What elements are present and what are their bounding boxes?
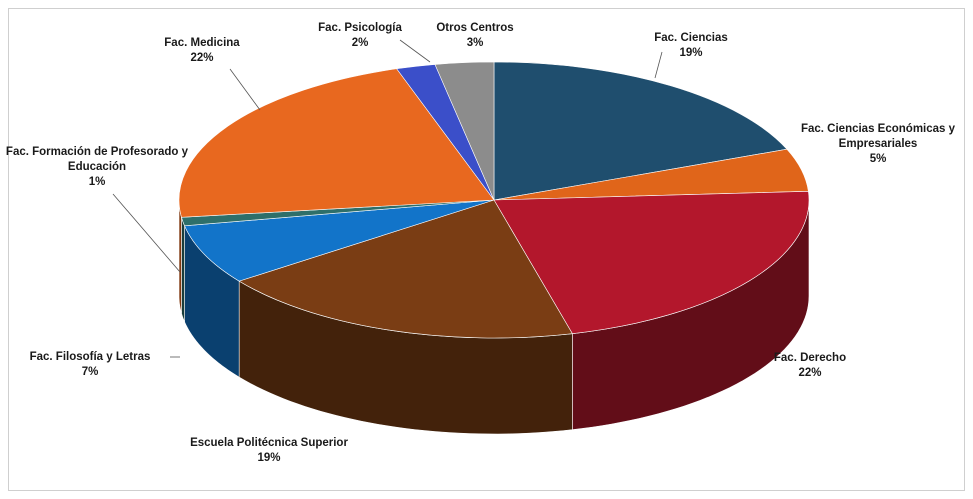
slice-pct-6: 22% — [190, 52, 213, 64]
slice-pct-2: 22% — [798, 367, 821, 379]
leader-line-5 — [113, 194, 180, 272]
slice-label-3: Escuela Politécnica Superior 19% — [190, 437, 348, 464]
slice-label-4: Fac. Filosofía y Letras 7% — [30, 351, 151, 378]
slice-label-1: Fac. Ciencias Económicas y Empresariales 5… — [801, 123, 956, 165]
leader-line-6 — [230, 69, 260, 110]
pie-slice-side-5 — [181, 217, 184, 322]
slice-pct-4: 7% — [82, 366, 99, 378]
slice-pct-1: 5% — [870, 153, 887, 165]
slice-label-7: Fac. Psicología 2% — [318, 22, 402, 49]
slice-label-6: Fac. Medicina 22% — [164, 37, 240, 64]
slice-label-0: Fac. Ciencias 19% — [654, 32, 728, 59]
slice-label-8: Otros Centros 3% — [436, 22, 513, 49]
slice-pct-0: 19% — [679, 47, 702, 59]
slice-pct-5: 1% — [89, 176, 106, 188]
slice-label-2: Fac. Derecho 22% — [774, 352, 846, 379]
slice-label-5: Fac. Formación de Profesorado y Educación… — [6, 146, 189, 188]
leader-line-0 — [655, 52, 662, 78]
slice-pct-7: 2% — [352, 37, 369, 49]
pie-top-layer — [179, 62, 809, 338]
leader-line-7 — [400, 40, 430, 62]
slice-pct-3: 19% — [257, 452, 280, 464]
slice-pct-8: 3% — [467, 37, 484, 49]
